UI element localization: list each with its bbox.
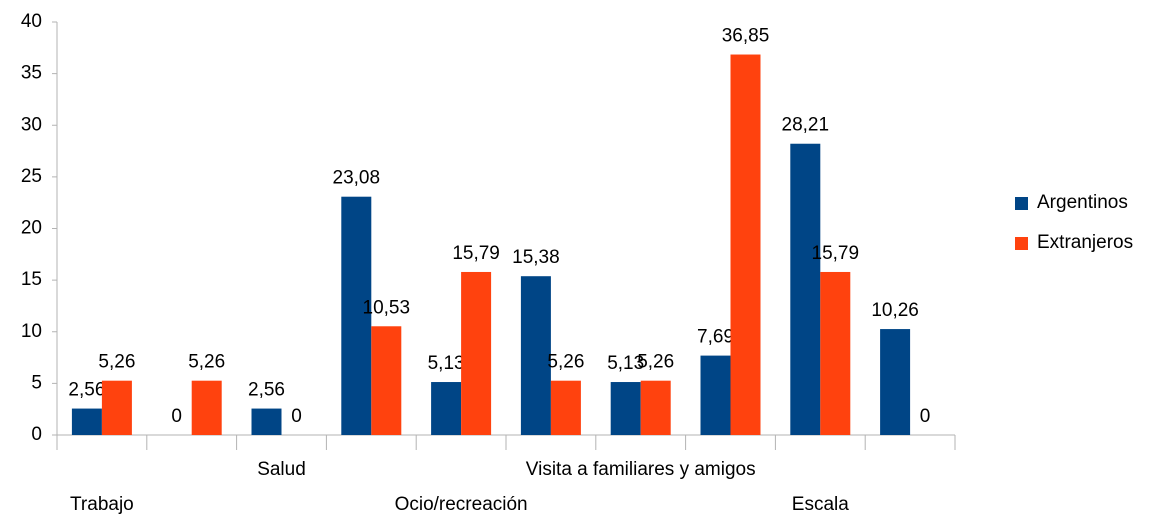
value-label: 15,79: [812, 243, 860, 264]
bar: [730, 54, 761, 436]
y-tick-label: 15: [21, 269, 42, 290]
bar: [640, 380, 671, 435]
value-label: 0: [171, 406, 182, 427]
value-label: 15,38: [512, 247, 560, 268]
y-tick-label: 40: [21, 11, 42, 32]
bar: [71, 408, 102, 435]
bar: [191, 380, 222, 435]
bar: [610, 382, 641, 435]
y-tick-label: 25: [21, 166, 42, 187]
bar: [371, 326, 402, 435]
value-label: 5,26: [188, 352, 225, 373]
bar: [341, 196, 372, 435]
value-label: 15,79: [452, 243, 500, 264]
value-label: 10,53: [363, 297, 411, 318]
value-label: 5,26: [547, 352, 584, 373]
legend-swatch: [1015, 237, 1028, 250]
x-tick-label: Trabajo: [70, 494, 134, 515]
y-tick-label: 10: [21, 321, 42, 342]
value-label: 0: [291, 406, 302, 427]
bar: [790, 143, 821, 435]
y-tick-label: 20: [21, 218, 42, 239]
bar: [700, 355, 731, 435]
bar: [880, 329, 911, 435]
bar: [550, 380, 581, 435]
y-tick-label: 5: [31, 372, 42, 393]
x-tick-label: Salud: [257, 459, 306, 480]
value-label: 28,21: [782, 115, 830, 136]
x-tick-label: Visita a familiares y amigos: [526, 459, 756, 480]
value-label: 5,26: [98, 352, 135, 373]
value-label: 5,26: [637, 352, 674, 373]
bar: [820, 271, 851, 435]
x-tick-label: Ocio/recreación: [395, 494, 528, 515]
bar: [431, 382, 462, 435]
value-label: 5,13: [428, 353, 465, 374]
bar: [101, 380, 132, 435]
x-tick-label: Escala: [792, 494, 849, 515]
y-tick-label: 35: [21, 63, 42, 84]
y-tick-label: 0: [31, 424, 42, 445]
value-label: 36,85: [722, 26, 770, 47]
value-label: 23,08: [333, 168, 381, 189]
legend-label: Extranjeros: [1037, 232, 1133, 253]
bar: [520, 276, 551, 435]
value-label: 0: [920, 406, 931, 427]
value-label: 7,69: [697, 327, 734, 348]
value-label: 10,26: [871, 300, 919, 321]
legend-label: Argentinos: [1037, 192, 1128, 213]
value-label: 5,13: [607, 353, 644, 374]
value-label: 2,56: [68, 380, 105, 401]
y-tick-label: 30: [21, 114, 42, 135]
bar: [461, 271, 492, 435]
legend-swatch: [1015, 197, 1028, 210]
value-label: 2,56: [248, 380, 285, 401]
bar: [251, 408, 282, 435]
